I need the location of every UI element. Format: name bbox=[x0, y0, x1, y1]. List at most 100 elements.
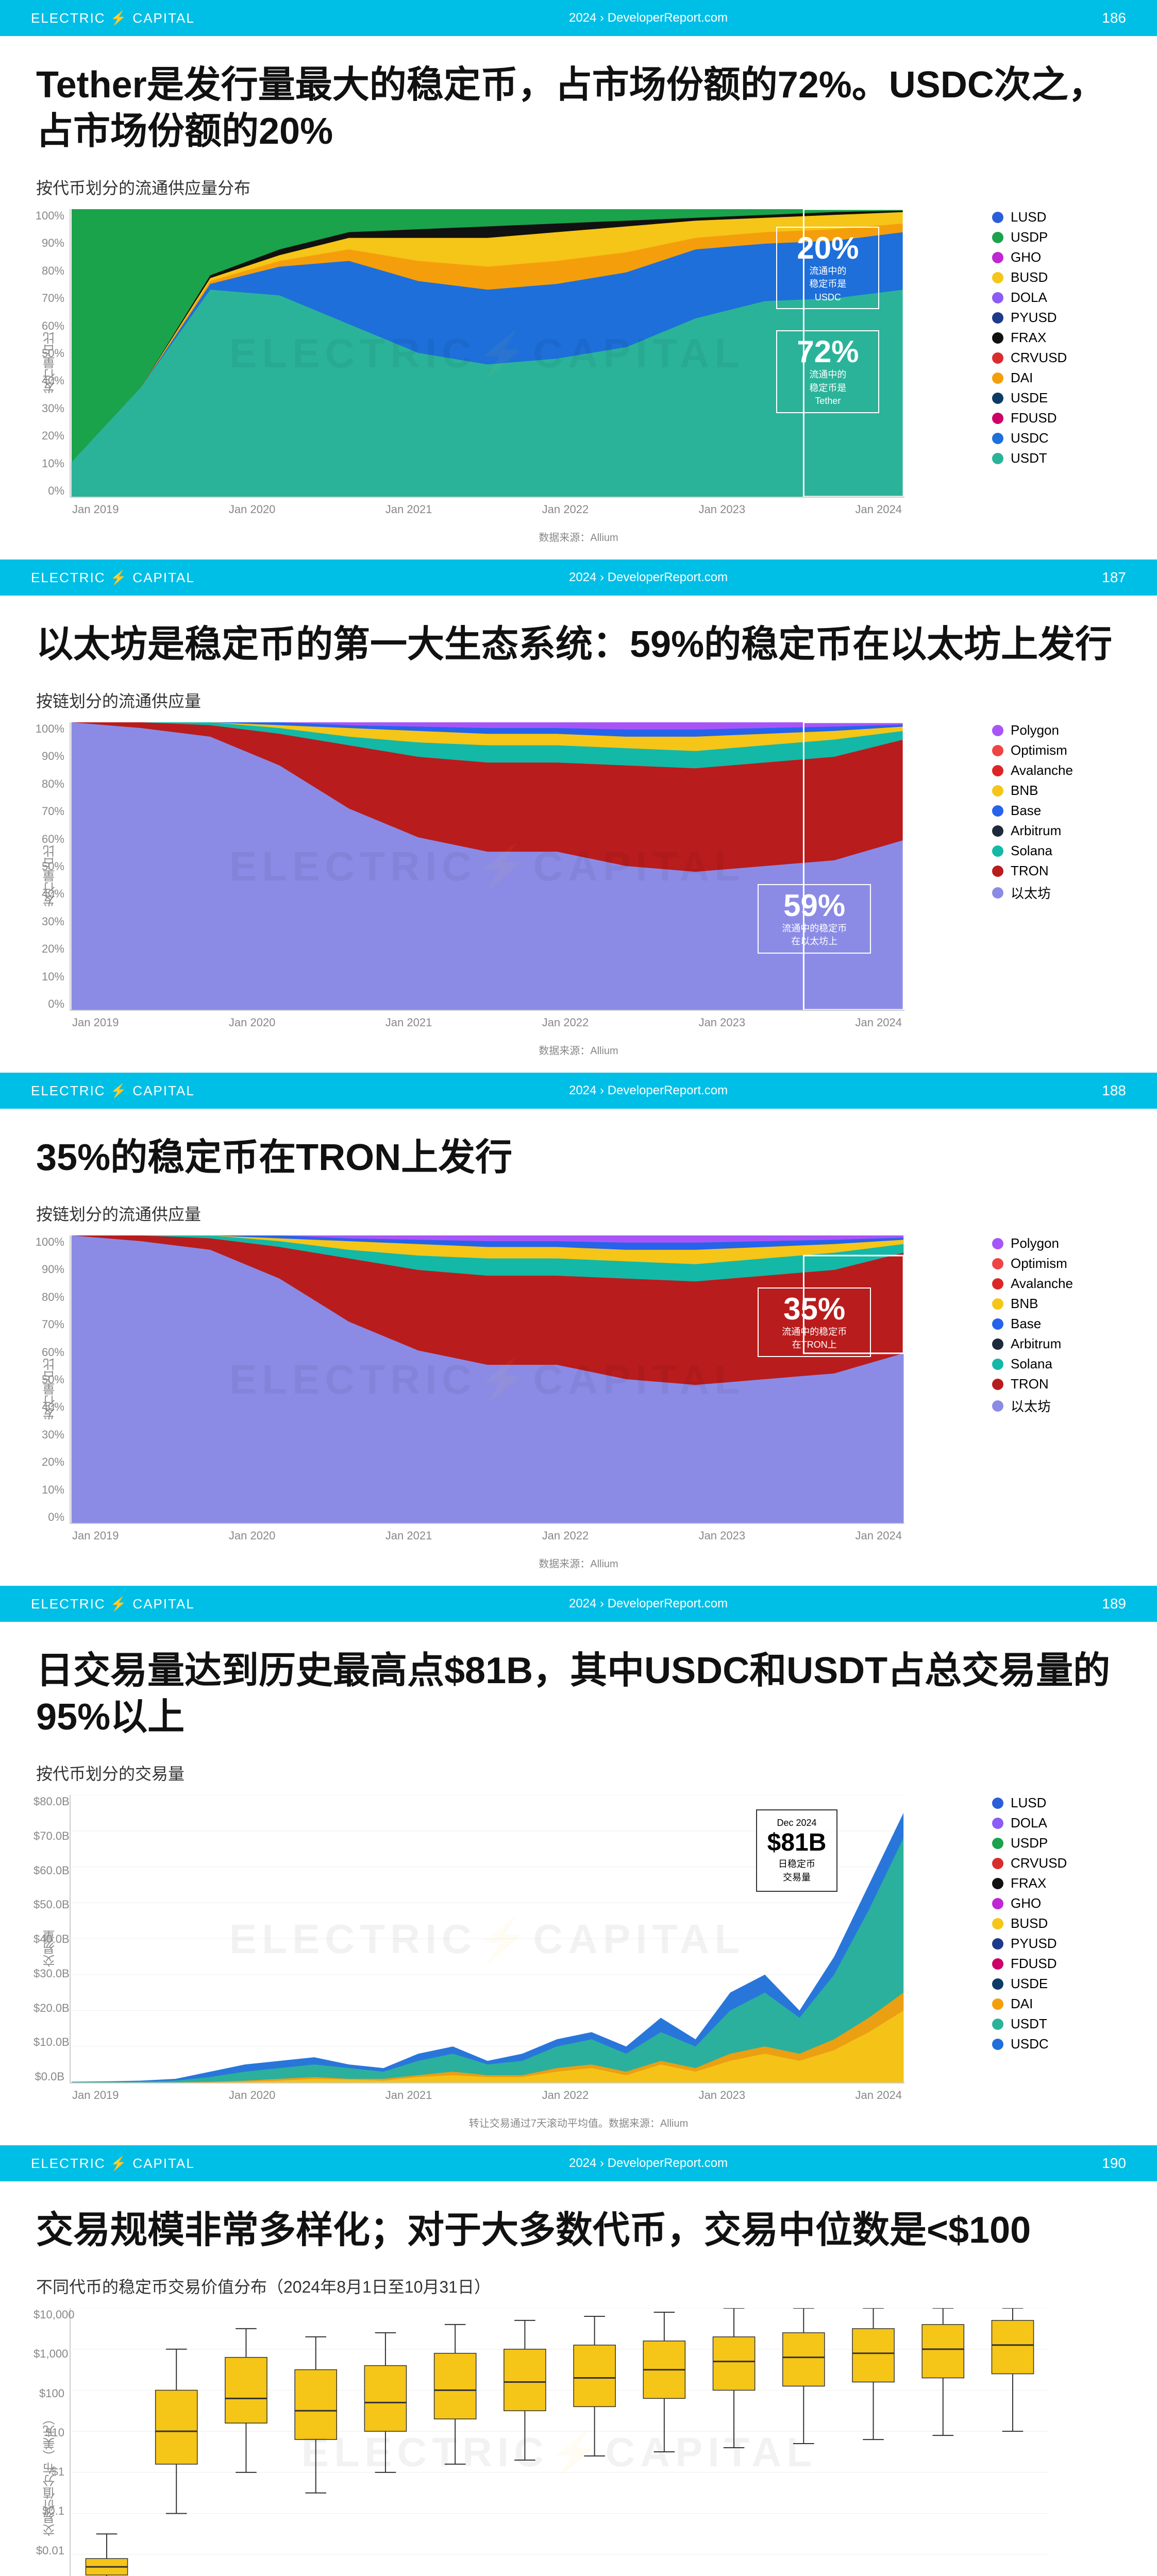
legend-label: Optimism bbox=[1011, 1256, 1067, 1272]
slide-title: 35%的稳定币在TRON上发行 bbox=[36, 1134, 1121, 1181]
legend-label: Solana bbox=[1011, 843, 1052, 859]
page-number: 186 bbox=[1102, 10, 1126, 26]
legend-item: Solana bbox=[992, 1356, 1121, 1372]
legend-item: Solana bbox=[992, 843, 1121, 859]
x-tick: Jan 2020 bbox=[229, 2089, 276, 2102]
legend-swatch bbox=[992, 393, 1003, 404]
legend-item: Arbitrum bbox=[992, 1336, 1121, 1352]
y-tick: $30.0B bbox=[33, 1967, 64, 1980]
chart-area: 0%10%20%30%40%50%60%70%80%90%100%ELECTRI… bbox=[64, 209, 977, 516]
legend-item: 以太坊 bbox=[992, 883, 1121, 902]
callout-line: 稳定币是 bbox=[782, 383, 873, 394]
y-tick: 80% bbox=[33, 264, 64, 278]
brand: ELECTRIC ⚡ CAPITAL bbox=[31, 10, 195, 26]
chart-wrap: 发行量占比0%10%20%30%40%50%60%70%80%90%100%EL… bbox=[36, 209, 1121, 516]
callout-line: 在TRON上 bbox=[764, 1340, 865, 1351]
legend-label: USDE bbox=[1011, 390, 1048, 406]
legend-item: USDP bbox=[992, 229, 1121, 245]
legend-item: FRAX bbox=[992, 330, 1121, 346]
x-tick: Jan 2024 bbox=[855, 2089, 902, 2102]
y-tick: 0% bbox=[33, 484, 64, 498]
legend-item: CRVUSD bbox=[992, 1855, 1121, 1871]
y-ticks: $0.0B$10.0B$20.0B$30.0B$40.0B$50.0B$60.0… bbox=[33, 1795, 64, 2083]
slide-title: Tether是发行量最大的稳定币，占市场份额的72%。USDC次之，占市场份额的… bbox=[36, 62, 1121, 155]
legend-swatch bbox=[992, 453, 1003, 464]
legend-swatch bbox=[992, 1400, 1003, 1412]
legend-label: USDT bbox=[1011, 450, 1047, 466]
y-tick: 50% bbox=[33, 860, 64, 873]
legend-label: CRVUSD bbox=[1011, 1855, 1067, 1871]
legend-swatch bbox=[992, 825, 1003, 837]
y-tick: $10.0B bbox=[33, 2036, 64, 2049]
legend-swatch bbox=[992, 252, 1003, 263]
y-tick: 30% bbox=[33, 1428, 64, 1442]
chart-wrap: 交易价值分布（美元）$0.001$0.01$0.1$1$10$100$1,000… bbox=[36, 2308, 1121, 2576]
legend-swatch bbox=[992, 845, 1003, 857]
y-tick: $70.0B bbox=[33, 1829, 64, 1843]
legend-swatch bbox=[992, 1379, 1003, 1390]
legend-label: DAI bbox=[1011, 370, 1033, 386]
chart-area: 0%10%20%30%40%50%60%70%80%90%100%ELECTRI… bbox=[64, 722, 977, 1029]
x-ticks: Jan 2019Jan 2020Jan 2021Jan 2022Jan 2023… bbox=[70, 1016, 904, 1029]
legend-label: FRAX bbox=[1011, 330, 1046, 346]
page-number: 190 bbox=[1102, 2155, 1126, 2172]
annot-value: $81B bbox=[767, 1828, 827, 1857]
legend-item: LUSD bbox=[992, 209, 1121, 225]
legend-item: LUSD bbox=[992, 1795, 1121, 1811]
legend-label: FDUSD bbox=[1011, 1956, 1057, 1972]
legend-swatch bbox=[992, 1898, 1003, 1909]
y-tick: $60.0B bbox=[33, 1864, 64, 1877]
legend-item: Optimism bbox=[992, 742, 1121, 758]
slide-body: 日交易量达到历史最高点$81B，其中USDC和USDT占总交易量的95%以上按代… bbox=[0, 1622, 1157, 2145]
y-tick: 90% bbox=[33, 750, 64, 763]
callout-line: 流通中的稳定币 bbox=[764, 923, 865, 935]
slide-title: 日交易量达到历史最高点$81B，其中USDC和USDT占总交易量的95%以上 bbox=[36, 1648, 1121, 1740]
callout: 72%流通中的稳定币是Tether bbox=[776, 330, 879, 413]
chart-subtitle: 不同代币的稳定币交易价值分布（2024年8月1日至10月31日） bbox=[36, 2274, 1121, 2298]
legend-label: Solana bbox=[1011, 1356, 1052, 1372]
legend-swatch bbox=[992, 1858, 1003, 1869]
legend-item: DOLA bbox=[992, 1815, 1121, 1831]
brand: ELECTRIC ⚡ CAPITAL bbox=[31, 1596, 195, 1612]
slide-body: 35%的稳定币在TRON上发行按链划分的流通供应量发行量占比0%10%20%30… bbox=[0, 1109, 1157, 1586]
slide-body: 以太坊是稳定币的第一大生态系统：59%的稳定币在以太坊上发行按链划分的流通供应量… bbox=[0, 596, 1157, 1073]
legend: LUSDDOLAUSDPCRVUSDFRAXGHOBUSDPYUSDFDUSDU… bbox=[977, 1795, 1121, 2102]
x-tick: Jan 2022 bbox=[542, 1016, 589, 1029]
annotation: Dec 2024$81B日稳定币交易量 bbox=[756, 1809, 838, 1892]
legend: LUSDUSDPGHOBUSDDOLAPYUSDFRAXCRVUSDDAIUSD… bbox=[977, 209, 1121, 516]
y-tick: 80% bbox=[33, 1291, 64, 1304]
legend-swatch bbox=[992, 1918, 1003, 1929]
chart-subtitle: 按代币划分的交易量 bbox=[36, 1761, 1121, 1785]
x-tick: Jan 2020 bbox=[229, 503, 276, 516]
x-tick: Jan 2019 bbox=[72, 2089, 119, 2102]
slide: ELECTRIC ⚡ CAPITAL2024 › DeveloperReport… bbox=[0, 0, 1157, 560]
legend-label: FDUSD bbox=[1011, 410, 1057, 426]
callout-line: 在以太坊上 bbox=[764, 936, 865, 947]
y-tick: 60% bbox=[33, 319, 64, 333]
legend-swatch bbox=[992, 1238, 1003, 1249]
legend-item: BUSD bbox=[992, 1916, 1121, 1931]
callout-value: 20% bbox=[782, 233, 873, 264]
legend-item: DAI bbox=[992, 1996, 1121, 2012]
legend-item: TRON bbox=[992, 863, 1121, 879]
banner: ELECTRIC ⚡ CAPITAL2024 › DeveloperReport… bbox=[0, 0, 1157, 36]
legend-label: Base bbox=[1011, 1316, 1041, 1332]
legend-label: LUSD bbox=[1011, 209, 1046, 225]
legend-item: USDE bbox=[992, 1976, 1121, 1992]
legend-item: FDUSD bbox=[992, 410, 1121, 426]
chart-wrap: 发行量占比0%10%20%30%40%50%60%70%80%90%100%EL… bbox=[36, 722, 1121, 1029]
callout-line: 流通中的 bbox=[782, 266, 873, 277]
legend-swatch bbox=[992, 1798, 1003, 1809]
y-tick: 100% bbox=[33, 722, 64, 736]
x-tick: Jan 2019 bbox=[72, 503, 119, 516]
legend-label: LUSD bbox=[1011, 1795, 1046, 1811]
y-tick: 60% bbox=[33, 833, 64, 846]
y-ticks: $0.001$0.01$0.1$1$10$100$1,000$10,000 bbox=[33, 2308, 64, 2576]
legend-swatch bbox=[992, 765, 1003, 776]
legend-label: USDE bbox=[1011, 1976, 1048, 1992]
slide-body: 交易规模非常多样化；对于大多数代币，交易中位数是<$100不同代币的稳定币交易价… bbox=[0, 2181, 1157, 2576]
banner: ELECTRIC ⚡ CAPITAL2024 › DeveloperReport… bbox=[0, 1586, 1157, 1622]
legend-swatch bbox=[992, 1278, 1003, 1290]
legend-item: BUSD bbox=[992, 269, 1121, 285]
chart-subtitle: 按代币划分的流通供应量分布 bbox=[36, 175, 1121, 199]
